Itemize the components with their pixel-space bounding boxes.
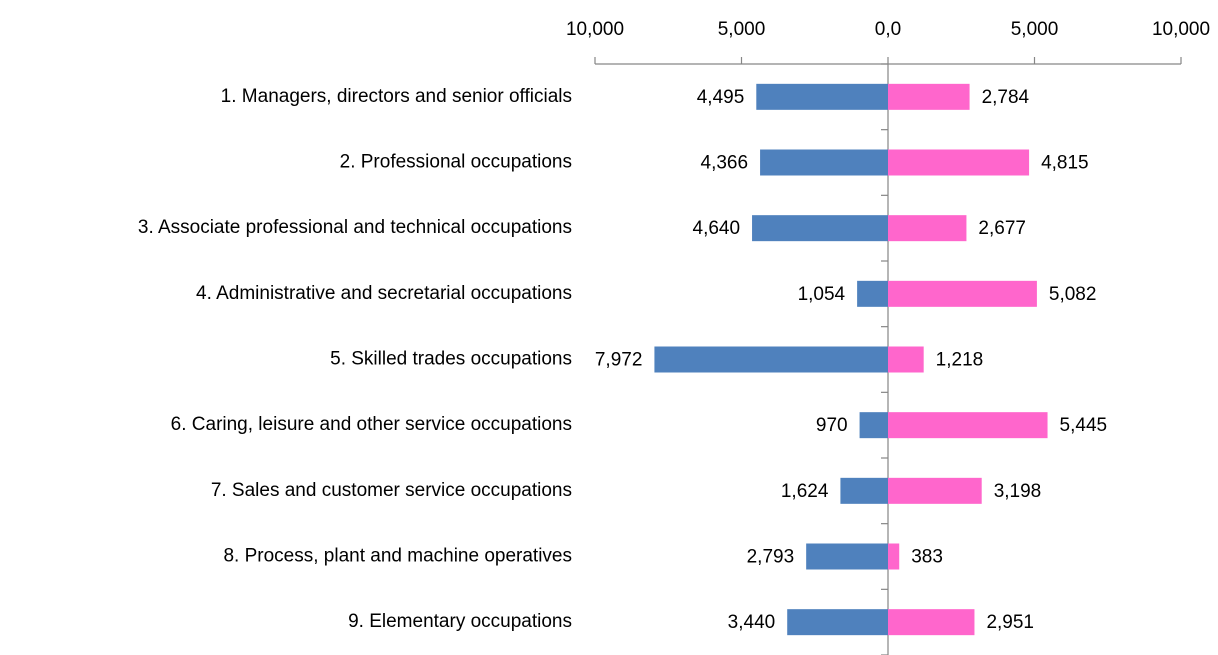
category-label: 6. Caring, leisure and other service occ…: [171, 414, 572, 435]
category-label: 8. Process, plant and machine operatives: [223, 546, 572, 567]
bar: [888, 149, 1030, 176]
value-label: 4,366: [701, 153, 749, 174]
bar: [888, 346, 924, 373]
value-label: 2,793: [747, 547, 795, 568]
category-label: 9. Elementary occupations: [348, 611, 572, 632]
bar: [840, 477, 888, 504]
x-tick-label: 0,0: [875, 19, 901, 40]
value-label: 383: [911, 547, 943, 568]
category-label: 4. Administrative and secretarial occupa…: [196, 283, 572, 304]
value-label: 2,784: [982, 87, 1030, 108]
bar: [888, 280, 1037, 307]
category-label: 1. Managers, directors and senior offici…: [221, 86, 572, 107]
value-label: 5,082: [1049, 284, 1097, 305]
bar: [760, 149, 888, 176]
category-label: 5. Skilled trades occupations: [330, 349, 572, 370]
bar: [756, 83, 888, 110]
value-label: 5,445: [1060, 415, 1108, 436]
bar: [806, 543, 888, 570]
category-label: 3. Associate professional and technical …: [138, 217, 572, 238]
value-label: 1,218: [936, 350, 984, 371]
bar: [888, 609, 975, 636]
value-label: 2,951: [986, 612, 1034, 633]
x-tick-label: 10,000: [1152, 19, 1210, 40]
bar: [654, 346, 888, 373]
bar: [888, 215, 967, 242]
value-label: 4,640: [693, 218, 741, 239]
value-label: 1,624: [781, 481, 829, 502]
bar: [888, 543, 900, 570]
value-label: 4,495: [697, 87, 745, 108]
value-label: 970: [816, 415, 848, 436]
value-label: 7,972: [595, 350, 643, 371]
value-label: 3,198: [994, 481, 1042, 502]
value-label: 3,440: [728, 612, 776, 633]
value-label: 2,677: [978, 218, 1026, 239]
bar: [888, 83, 970, 110]
category-label: 7. Sales and customer service occupation…: [211, 480, 572, 501]
value-label: 4,815: [1041, 153, 1089, 174]
bar: [787, 609, 888, 636]
x-tick-label: 5,000: [1011, 19, 1059, 40]
bar: [888, 477, 982, 504]
x-tick-label: 10,000: [566, 19, 624, 40]
x-tick-label: 5,000: [718, 19, 766, 40]
bar: [859, 412, 888, 439]
bar: [752, 215, 888, 242]
bar: [888, 412, 1048, 439]
bar: [857, 280, 888, 307]
value-label: 1,054: [798, 284, 846, 305]
category-label: 2. Professional occupations: [340, 152, 572, 173]
